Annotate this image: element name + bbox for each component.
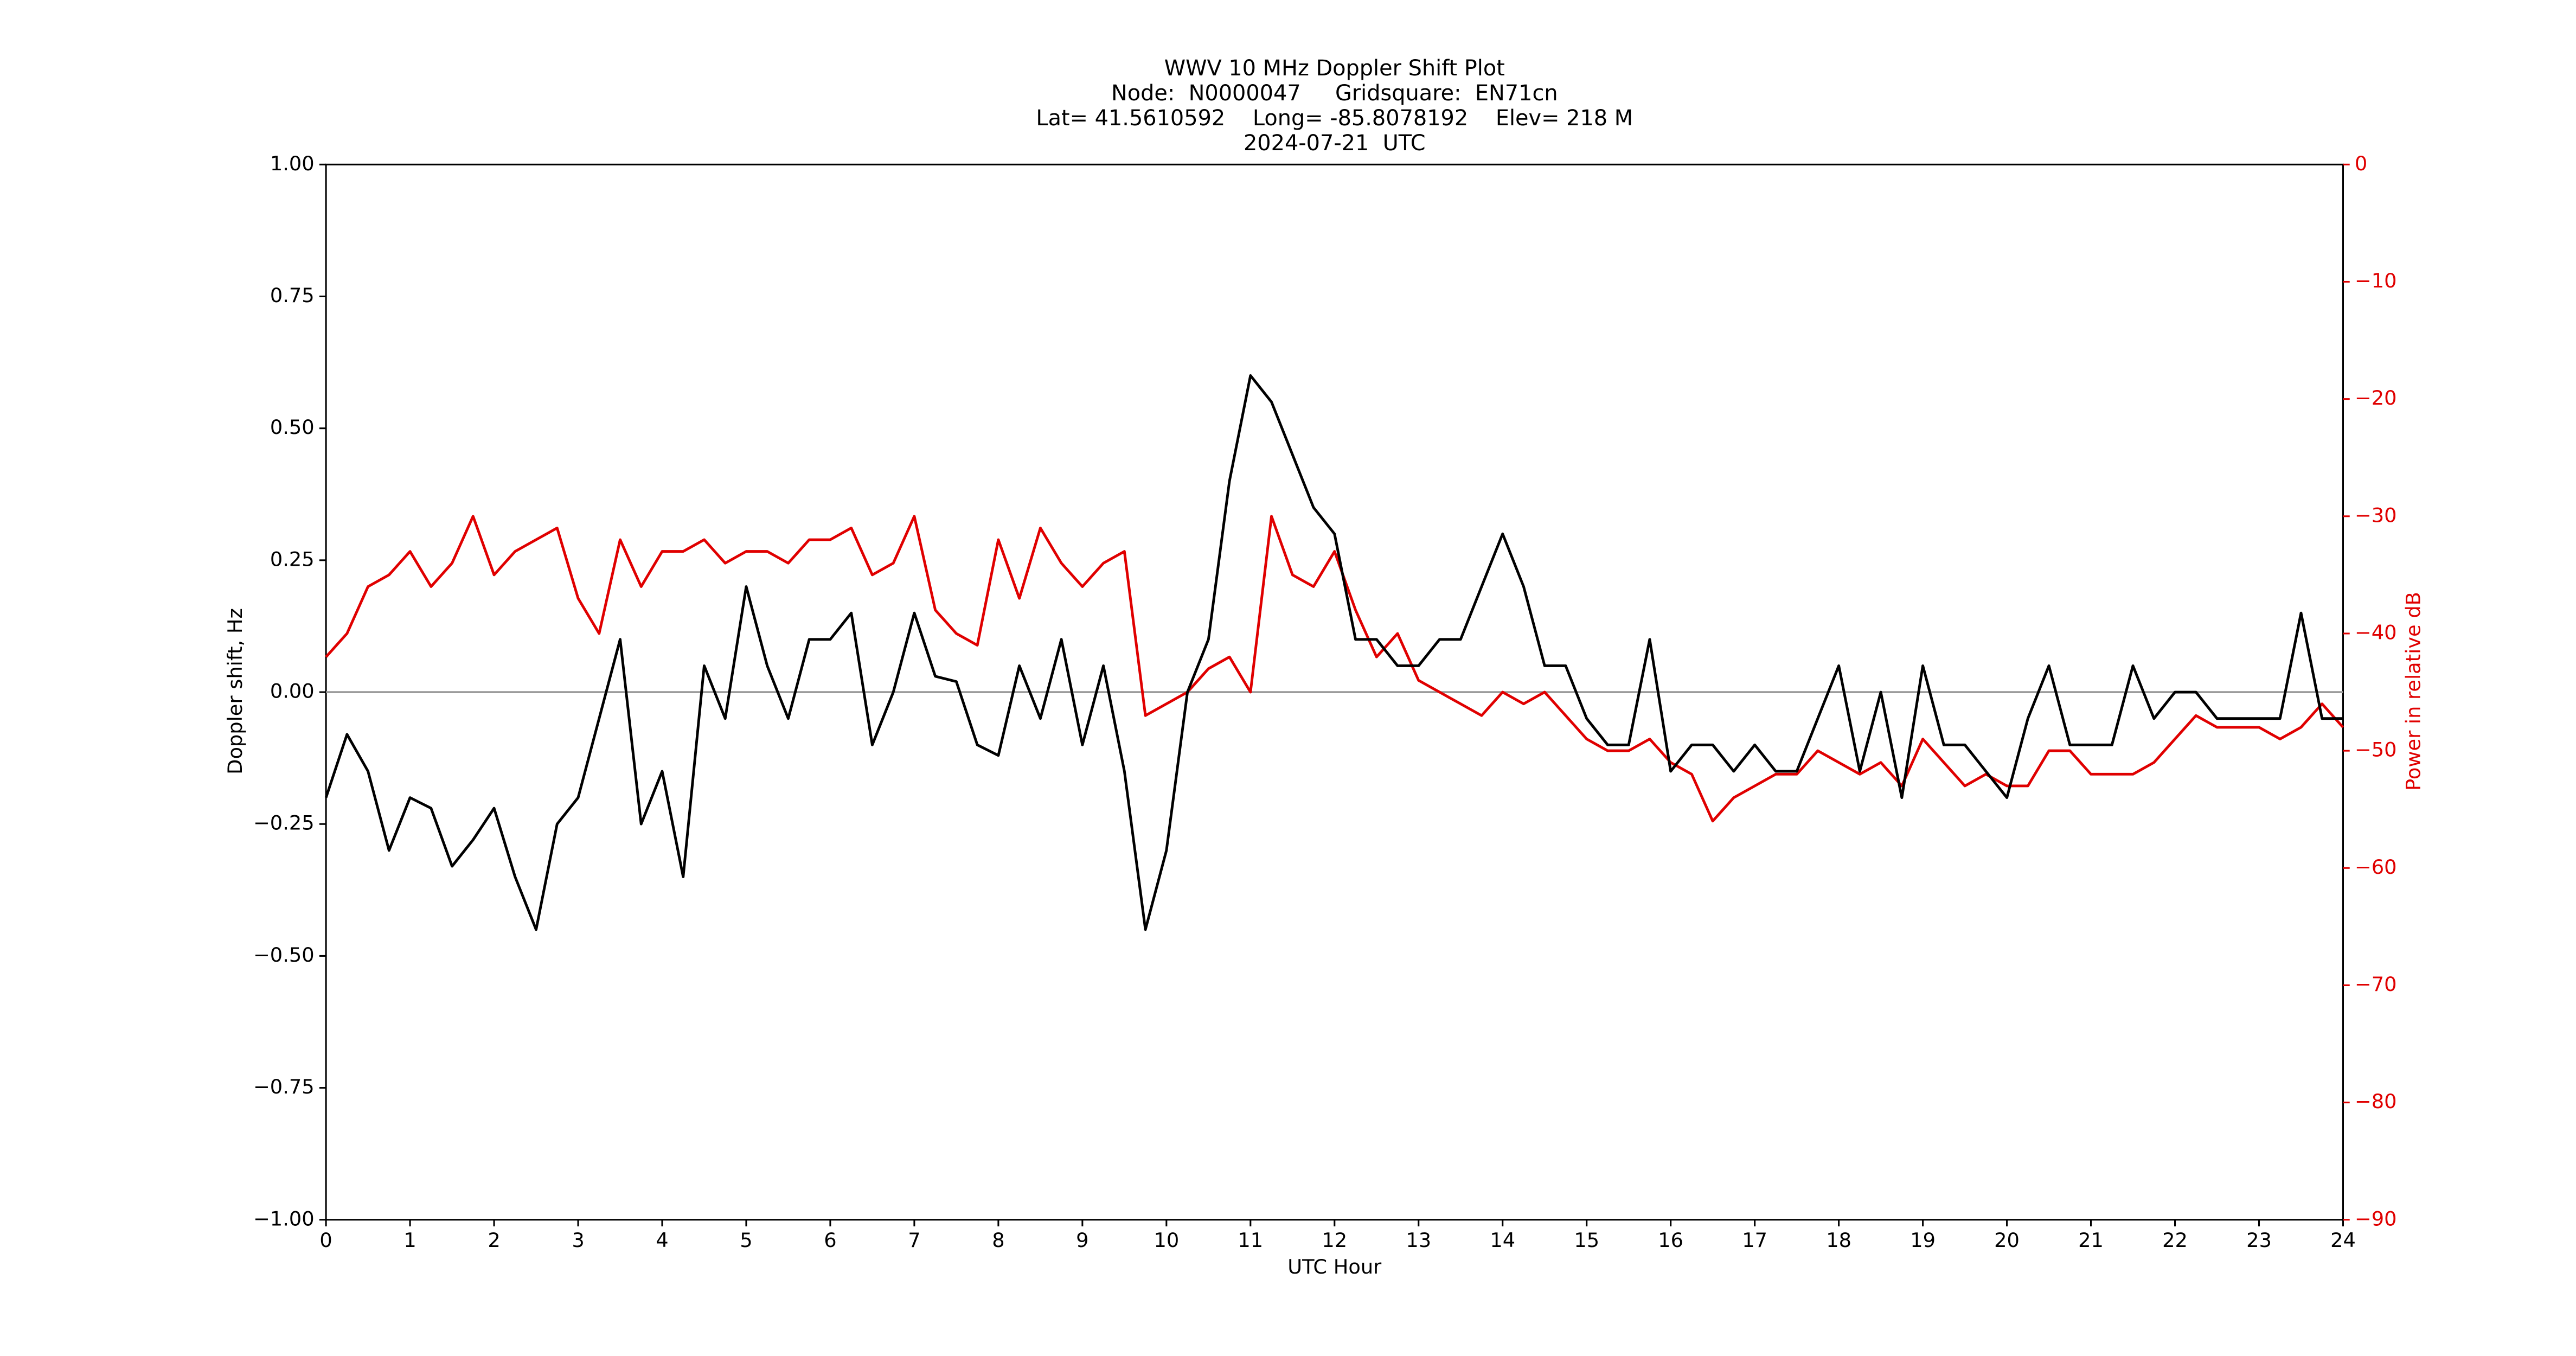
y-tick-label: −0.75 [253, 1075, 315, 1098]
y2-tick-label: −20 [2355, 386, 2397, 410]
chart-title: Lat= 41.5610592 Long= -85.8078192 Elev= … [1036, 106, 1633, 131]
x-tick-label: 9 [1076, 1229, 1088, 1252]
y2-axis-label: Power in relative dB [2402, 592, 2425, 791]
x-tick-label: 8 [992, 1229, 1004, 1252]
x-tick-label: 2 [488, 1229, 500, 1252]
x-tick-label: 11 [1238, 1229, 1263, 1252]
x-tick-label: 13 [1406, 1229, 1431, 1252]
y-tick-label: 0.50 [270, 415, 315, 439]
y2-tick-label: −10 [2355, 269, 2397, 292]
x-tick-label: 6 [824, 1229, 836, 1252]
x-tick-label: 4 [656, 1229, 668, 1252]
x-tick-label: 1 [403, 1229, 416, 1252]
y-tick-label: −0.25 [253, 811, 315, 835]
y2-tick-label: −30 [2355, 503, 2397, 527]
x-tick-label: 10 [1154, 1229, 1179, 1252]
x-tick-label: 7 [908, 1229, 920, 1252]
y2-tick-label: −80 [2355, 1090, 2397, 1113]
x-axis-label: UTC Hour [1287, 1255, 1382, 1278]
x-tick-label: 0 [319, 1229, 332, 1252]
chart-title: WWV 10 MHz Doppler Shift Plot [1164, 56, 1505, 81]
x-tick-label: 23 [2246, 1229, 2272, 1252]
y-tick-label: −0.50 [253, 943, 315, 967]
x-tick-label: 22 [2162, 1229, 2188, 1252]
y2-tick-label: −50 [2355, 738, 2397, 762]
chart-title: 2024-07-21 UTC [1244, 131, 1426, 156]
y-tick-label: 0.75 [270, 284, 315, 307]
x-tick-label: 21 [2078, 1229, 2104, 1252]
y-tick-label: 1.00 [270, 152, 315, 175]
y-axis-label: Doppler shift, Hz [223, 608, 247, 775]
x-tick-label: 14 [1490, 1229, 1515, 1252]
y2-tick-label: 0 [2355, 152, 2367, 175]
x-tick-label: 20 [1994, 1229, 2020, 1252]
y-tick-label: 0.00 [270, 680, 315, 703]
x-tick-label: 3 [572, 1229, 584, 1252]
x-tick-label: 19 [1910, 1229, 1936, 1252]
y-tick-label: 0.25 [270, 547, 315, 571]
y2-tick-label: −70 [2355, 973, 2397, 996]
y2-tick-label: −40 [2355, 621, 2397, 644]
y2-tick-label: −60 [2355, 855, 2397, 879]
x-tick-label: 12 [1322, 1229, 1347, 1252]
x-tick-label: 17 [1742, 1229, 1767, 1252]
series-line [325, 515, 2344, 823]
x-tick-label: 5 [740, 1229, 752, 1252]
x-tick-label: 15 [1574, 1229, 1599, 1252]
y-tick-label: −1.00 [253, 1207, 315, 1230]
x-tick-label: 24 [2330, 1229, 2356, 1252]
y2-tick-label: −90 [2355, 1207, 2397, 1230]
x-tick-label: 18 [1826, 1229, 1851, 1252]
chart-title: Node: N0000047 Gridsquare: EN71cn [1111, 81, 1558, 106]
x-tick-label: 16 [1658, 1229, 1683, 1252]
series-line [324, 374, 2343, 931]
